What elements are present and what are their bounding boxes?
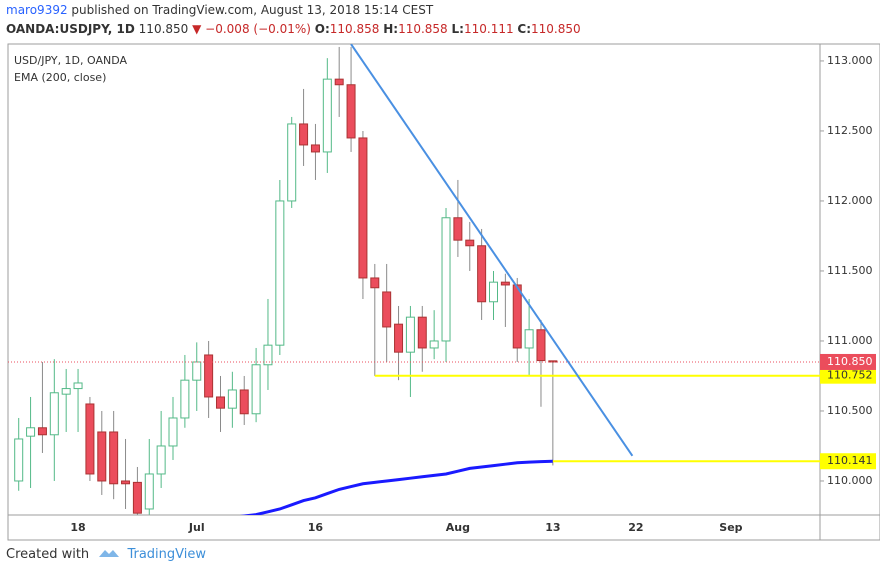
candle-body [322, 78, 332, 153]
candle-body [192, 361, 202, 381]
candle-body [477, 245, 487, 303]
candle-body [287, 123, 297, 202]
candle-body [26, 427, 36, 437]
created-with: Created with [6, 547, 90, 562]
candle-body [156, 445, 166, 475]
price-label-box [820, 453, 876, 470]
legend-ema: EMA (200, close) [14, 71, 106, 84]
candle-body [512, 284, 522, 349]
footer: Created with TradingView [6, 546, 206, 562]
candle-body [536, 329, 546, 362]
logo [99, 550, 120, 557]
candle-body [85, 403, 95, 475]
y-tick-label: 111.000 [827, 334, 873, 347]
last-price-label: 110.850 [827, 355, 873, 368]
candle-body [334, 78, 344, 86]
candle-body [132, 481, 142, 514]
publish-line: maro9392 published on TradingView.com, A… [6, 3, 433, 17]
candle-body [97, 431, 107, 482]
candle-body [263, 344, 273, 366]
candle-body [251, 364, 261, 415]
last-price-box [820, 353, 876, 370]
candle-body [465, 239, 475, 247]
h-label: H: [383, 22, 399, 36]
candle-body [394, 323, 404, 353]
h-value: 110.858 [398, 22, 448, 36]
candle-body [405, 316, 415, 353]
plot-area [8, 44, 820, 515]
candle-body [548, 360, 558, 363]
y-tick-label: 113.000 [827, 54, 873, 67]
ema-line [239, 459, 553, 515]
candle-body [358, 137, 368, 279]
candle-body [215, 396, 225, 409]
published: published on TradingView.com, August 13,… [71, 3, 434, 17]
candle-body [168, 417, 178, 447]
price-label-box [820, 367, 876, 384]
candle-body [382, 291, 392, 328]
y-tick-label: 112.000 [827, 194, 873, 207]
y-tick-label: 111.500 [827, 264, 873, 277]
candle-body [346, 84, 356, 139]
candle-body [180, 379, 190, 419]
y-tick-label: 110.500 [827, 404, 873, 417]
candle-body [417, 316, 427, 349]
candle-body [441, 217, 451, 342]
candle-body [310, 144, 320, 153]
symbol: OANDA:USDJPY, 1D [6, 22, 135, 36]
c-value: 110.850 [531, 22, 581, 36]
candle-body [204, 354, 214, 398]
candle-body [37, 427, 47, 436]
x-tick-label: Jul [188, 521, 205, 534]
x-tick-label: 22 [628, 521, 643, 534]
legend-main: USD/JPY, 1D, OANDA [14, 54, 128, 67]
price-label: 110.752 [827, 369, 873, 382]
candle-body [14, 438, 24, 482]
chart-frame [7, 43, 880, 541]
c-label: C: [517, 22, 532, 36]
x-tick-label: Sep [719, 521, 742, 534]
candle-body [370, 277, 380, 289]
x-tick-label: 18 [70, 521, 85, 534]
y-tick-label: 112.500 [827, 124, 873, 137]
candle-body [429, 340, 439, 349]
quote-line: OANDA:USDJPY, 1D 110.850 ▼ −0.008 (−0.01… [6, 22, 581, 36]
l-label: L: [451, 22, 464, 36]
candle-body [61, 388, 71, 395]
candle-body [121, 480, 131, 485]
o-value: 110.858 [329, 22, 380, 36]
candle-body [227, 389, 237, 409]
x-tick-label: 16 [308, 521, 324, 534]
y-tick-label: 110.000 [827, 474, 873, 487]
candle-body [109, 431, 119, 485]
candle-body [500, 281, 510, 286]
candle-body [144, 473, 154, 510]
price-label: 110.141 [827, 454, 873, 467]
candle-body [239, 389, 249, 415]
candle-body [489, 281, 498, 303]
o-label: O: [314, 22, 330, 36]
x-tick-label: 13 [545, 521, 560, 534]
candle-body [275, 200, 285, 346]
candle-body [49, 392, 59, 436]
candle-body [299, 123, 309, 146]
brand[interactable]: TradingView [127, 547, 206, 562]
candle-body [524, 329, 534, 349]
candle-body [73, 382, 83, 390]
author[interactable]: maro9392 [6, 3, 68, 17]
l-value: 110.111 [463, 22, 514, 36]
candle-body [453, 217, 463, 241]
trend-line [350, 44, 634, 457]
last: 110.850 [138, 22, 189, 36]
change: ▼ −0.008 (−0.01%) [192, 22, 311, 36]
x-tick-label: Aug [446, 521, 470, 534]
